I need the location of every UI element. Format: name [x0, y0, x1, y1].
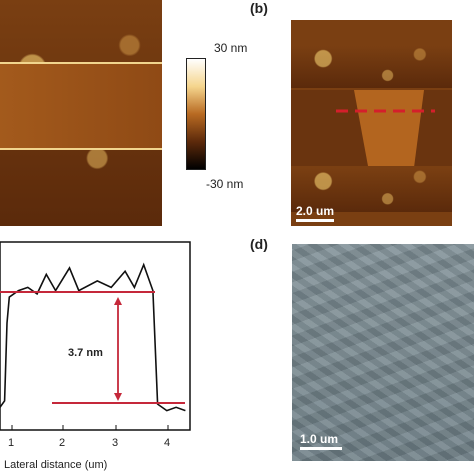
arrowhead-up — [114, 297, 122, 305]
arrowhead-down — [114, 393, 122, 401]
panel-letter-d: (d) — [250, 236, 268, 252]
x-tick-2: 2 — [59, 437, 65, 449]
scalebar-d-label: 1.0 um — [300, 432, 339, 446]
profile-line — [336, 109, 435, 113]
scalebar-b-label: 2.0 um — [296, 204, 335, 218]
colorbar-min-label: -30 nm — [206, 177, 244, 191]
afm-bright-line-2 — [0, 148, 162, 150]
height-annotation: 3.7 nm — [68, 347, 103, 359]
panel-letter-b: (b) — [250, 0, 268, 16]
x-tick-3: 3 — [112, 437, 118, 449]
afm-grain-band-bottom — [291, 168, 452, 212]
afm-bright-line-1 — [0, 62, 162, 64]
scalebar-d — [300, 447, 342, 450]
sem-image-d — [292, 244, 474, 461]
x-ticks: 1 2 3 4 — [8, 425, 170, 449]
profile-series-line — [0, 262, 186, 412]
plot-frame — [0, 241, 191, 431]
scalebar-b — [296, 219, 334, 222]
afm-grain-band-top — [291, 46, 452, 88]
colorbar-max-label: 30 nm — [214, 41, 248, 55]
x-tick-1: 1 — [8, 437, 14, 449]
colorbar — [186, 58, 206, 170]
profile-chart: 3.7 nm 1 2 3 4 Lateral distance (um) — [0, 241, 191, 471]
x-tick-4: 4 — [164, 437, 170, 449]
afm-stripe-a — [0, 62, 162, 150]
x-axis-label: Lateral distance (um) — [4, 459, 107, 471]
profile-line-group — [0, 262, 186, 412]
